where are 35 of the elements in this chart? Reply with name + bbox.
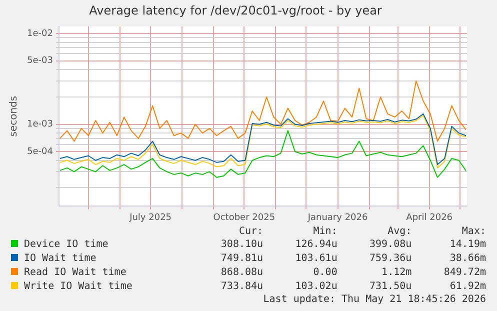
text: 103.02u xyxy=(294,280,338,294)
text: 399.08u xyxy=(368,238,413,252)
text: Cur: xyxy=(238,226,264,238)
y-tick-label: 5e-04 xyxy=(26,146,54,157)
text: Max: xyxy=(460,226,487,238)
text: 0.00 xyxy=(312,266,338,280)
chart-title: Average latency for /dev/20c01-vg/root - by year xyxy=(89,3,382,18)
text: 868.08u xyxy=(220,266,264,280)
y-tick-label: 5e-03 xyxy=(26,56,53,66)
text: 14.19m xyxy=(448,238,487,252)
legend-label: Write IO Wait time xyxy=(23,280,134,294)
text: Avg: xyxy=(386,226,413,238)
legend-label: IO Wait time xyxy=(23,252,98,266)
text: Last update: Thu May 21 18:45:26 2026 xyxy=(262,294,487,306)
text: 38.66m xyxy=(448,252,487,266)
text: 1.12m xyxy=(380,266,413,280)
legend-label: Read IO Wait time xyxy=(23,266,128,280)
text: 749.81u xyxy=(220,252,264,266)
text: 61.92m xyxy=(448,280,487,294)
text: 849.72m xyxy=(442,266,487,280)
text: 759.36u xyxy=(368,252,413,266)
x-tick-label: January 2026 xyxy=(306,212,368,223)
legend-label: Device IO time xyxy=(23,238,110,252)
y-tick-label: 1e-03 xyxy=(26,120,53,130)
x-tick-label: October 2025 xyxy=(213,212,276,223)
text: 733.84u xyxy=(220,280,264,294)
text: 126.94u xyxy=(294,238,338,252)
x-tick-label: April 2026 xyxy=(406,212,453,223)
text: 103.61u xyxy=(294,252,338,266)
x-tick-label: July 2025 xyxy=(128,212,172,223)
text: 731.50u xyxy=(368,280,413,294)
y-tick-label: 1e-02 xyxy=(26,28,53,39)
y-axis-title: seconds xyxy=(8,96,20,137)
text: 308.10u xyxy=(220,238,264,252)
text: Min: xyxy=(312,226,338,238)
